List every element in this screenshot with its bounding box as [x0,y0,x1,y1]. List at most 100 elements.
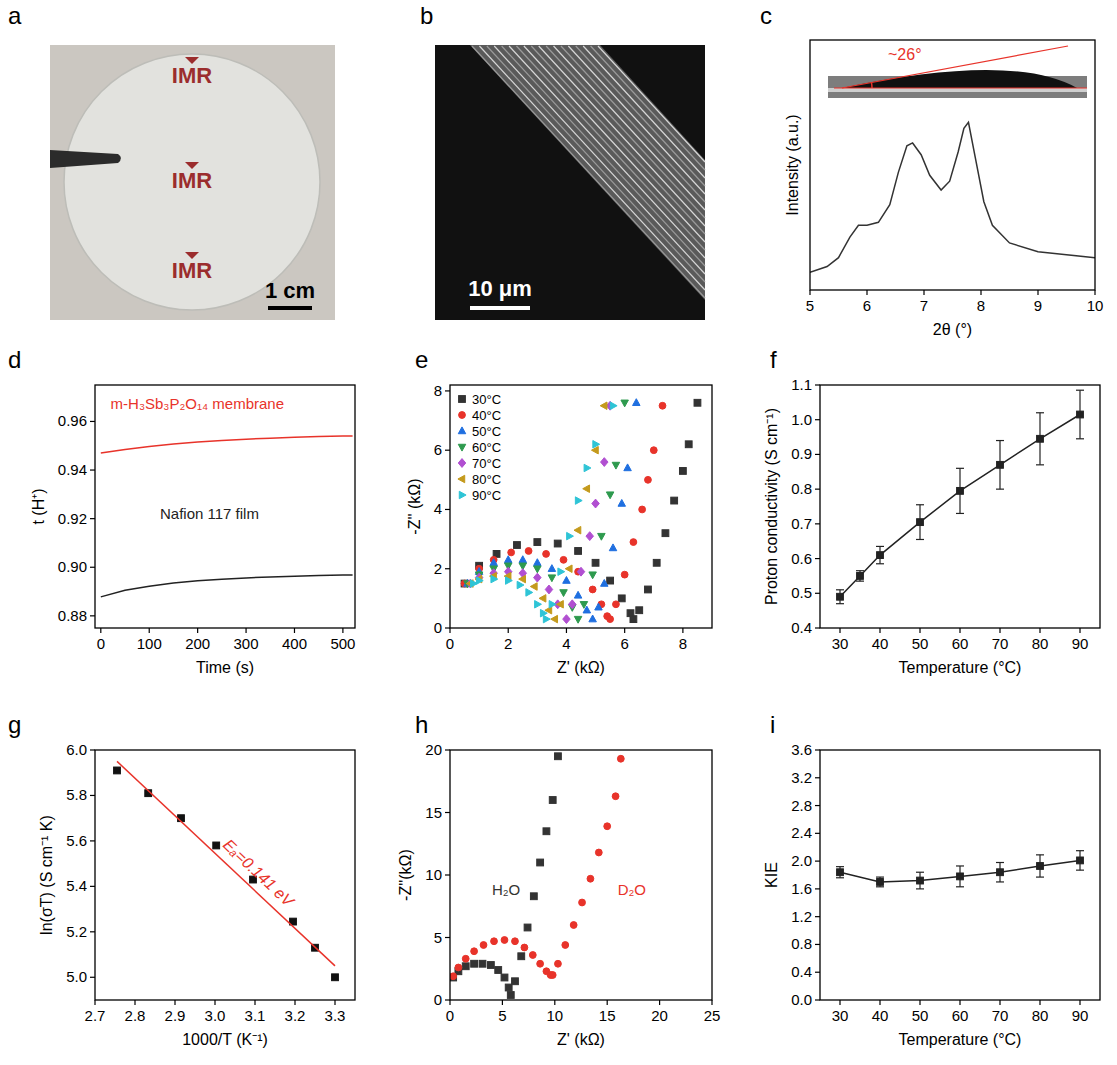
angle-arc [871,83,873,88]
point [555,753,562,760]
point [600,402,607,409]
point [558,568,565,575]
y-tick [90,421,95,422]
series-line [840,415,1080,597]
x-tick [294,628,295,633]
y-tick [445,749,450,750]
point [512,978,519,985]
point [595,849,602,856]
x-tick-label: 40 [872,635,889,652]
x-tick-label: 100 [137,635,162,652]
point [549,601,556,608]
fiber [546,46,705,218]
plot-marks [836,390,1084,603]
point [530,583,537,590]
x-tick [214,1000,215,1005]
y-tick-label: 1.2 [791,908,812,925]
y-tick [90,931,95,932]
point [476,577,483,584]
contact-angle-inset [828,46,1087,98]
error-cap [1036,876,1044,877]
chart-panel: c56789102θ (°)Intensity (a.u.)~26° [760,2,1103,338]
y-tick-label: 2.0 [791,852,812,869]
y-tick [445,568,450,569]
x-axis-title: Z' (kΩ) [557,1031,605,1048]
x-tick [1037,290,1038,295]
panel-letter: c [760,2,772,29]
error-cap [1076,850,1084,851]
plot-frame [810,40,1095,290]
x-tick-label: 70 [992,1007,1009,1024]
y-tick [90,886,95,887]
panel-letter: h [415,711,428,738]
point [560,556,567,563]
series-label: Nafion 117 film [160,505,259,522]
logo-text: IMR [172,168,212,193]
point [587,875,594,882]
y-tick-label: 0 [434,619,442,636]
point [610,402,617,409]
x-tick-label: 8 [679,635,687,652]
point [574,616,581,623]
x-tick-label: 70 [992,635,1009,652]
point [565,565,572,572]
y-tick [90,795,95,796]
y-tick [815,558,820,559]
logo-text: IMR [172,63,212,88]
y-tick-label: 3.6 [791,741,812,758]
x-tick [809,290,810,295]
point [543,551,550,558]
fiber [524,46,705,242]
error-bar [876,877,884,887]
x-tick [1094,290,1095,295]
x-tick-label: 0 [446,1007,454,1024]
plot-frame [95,385,355,628]
legend-marker [458,427,465,434]
chart-panel: h051015202505101520Z' (kΩ)-Z''(kΩ)H₂OD₂O [397,711,720,1048]
point [598,533,605,540]
error-bar [956,468,964,513]
y-axis-title: t (H⁺) [30,488,47,524]
x-tick-label: 25 [704,1007,721,1024]
x-tick [449,1000,450,1005]
legend-marker [459,396,466,403]
point [997,869,1004,876]
error-cap [1076,870,1084,871]
point [589,572,596,579]
panel-letter: f [770,346,777,373]
legend-marker [458,444,465,451]
error-cap [876,546,884,547]
error-cap [836,603,844,604]
y-tick-label: 0.9 [791,445,812,462]
point [491,575,498,582]
plot-frame [820,385,1100,628]
y-tick-label: 0.4 [791,619,812,636]
point [586,532,593,541]
point [563,615,570,624]
tangent [842,46,1068,88]
point [554,540,561,547]
y-tick [815,972,820,973]
fiber [502,46,705,266]
x-tick [245,628,246,633]
y-tick [815,805,820,806]
inset-substrate [828,88,1087,92]
point [471,948,478,955]
y-tick [815,593,820,594]
fiber [561,46,705,202]
point [507,992,514,999]
point [517,581,524,588]
point [569,600,576,609]
y-tick [445,937,450,938]
error-cap [916,888,924,889]
x-tick-label: 60 [952,635,969,652]
error-cap [996,489,1004,490]
y-tick-label: 10 [425,866,442,883]
y-tick-label: 0.92 [58,510,87,527]
error-bar [916,872,924,889]
plot-marks [114,761,339,980]
point [555,960,562,967]
y-tick [445,390,450,391]
x-tick [959,1000,960,1005]
point [495,967,502,974]
